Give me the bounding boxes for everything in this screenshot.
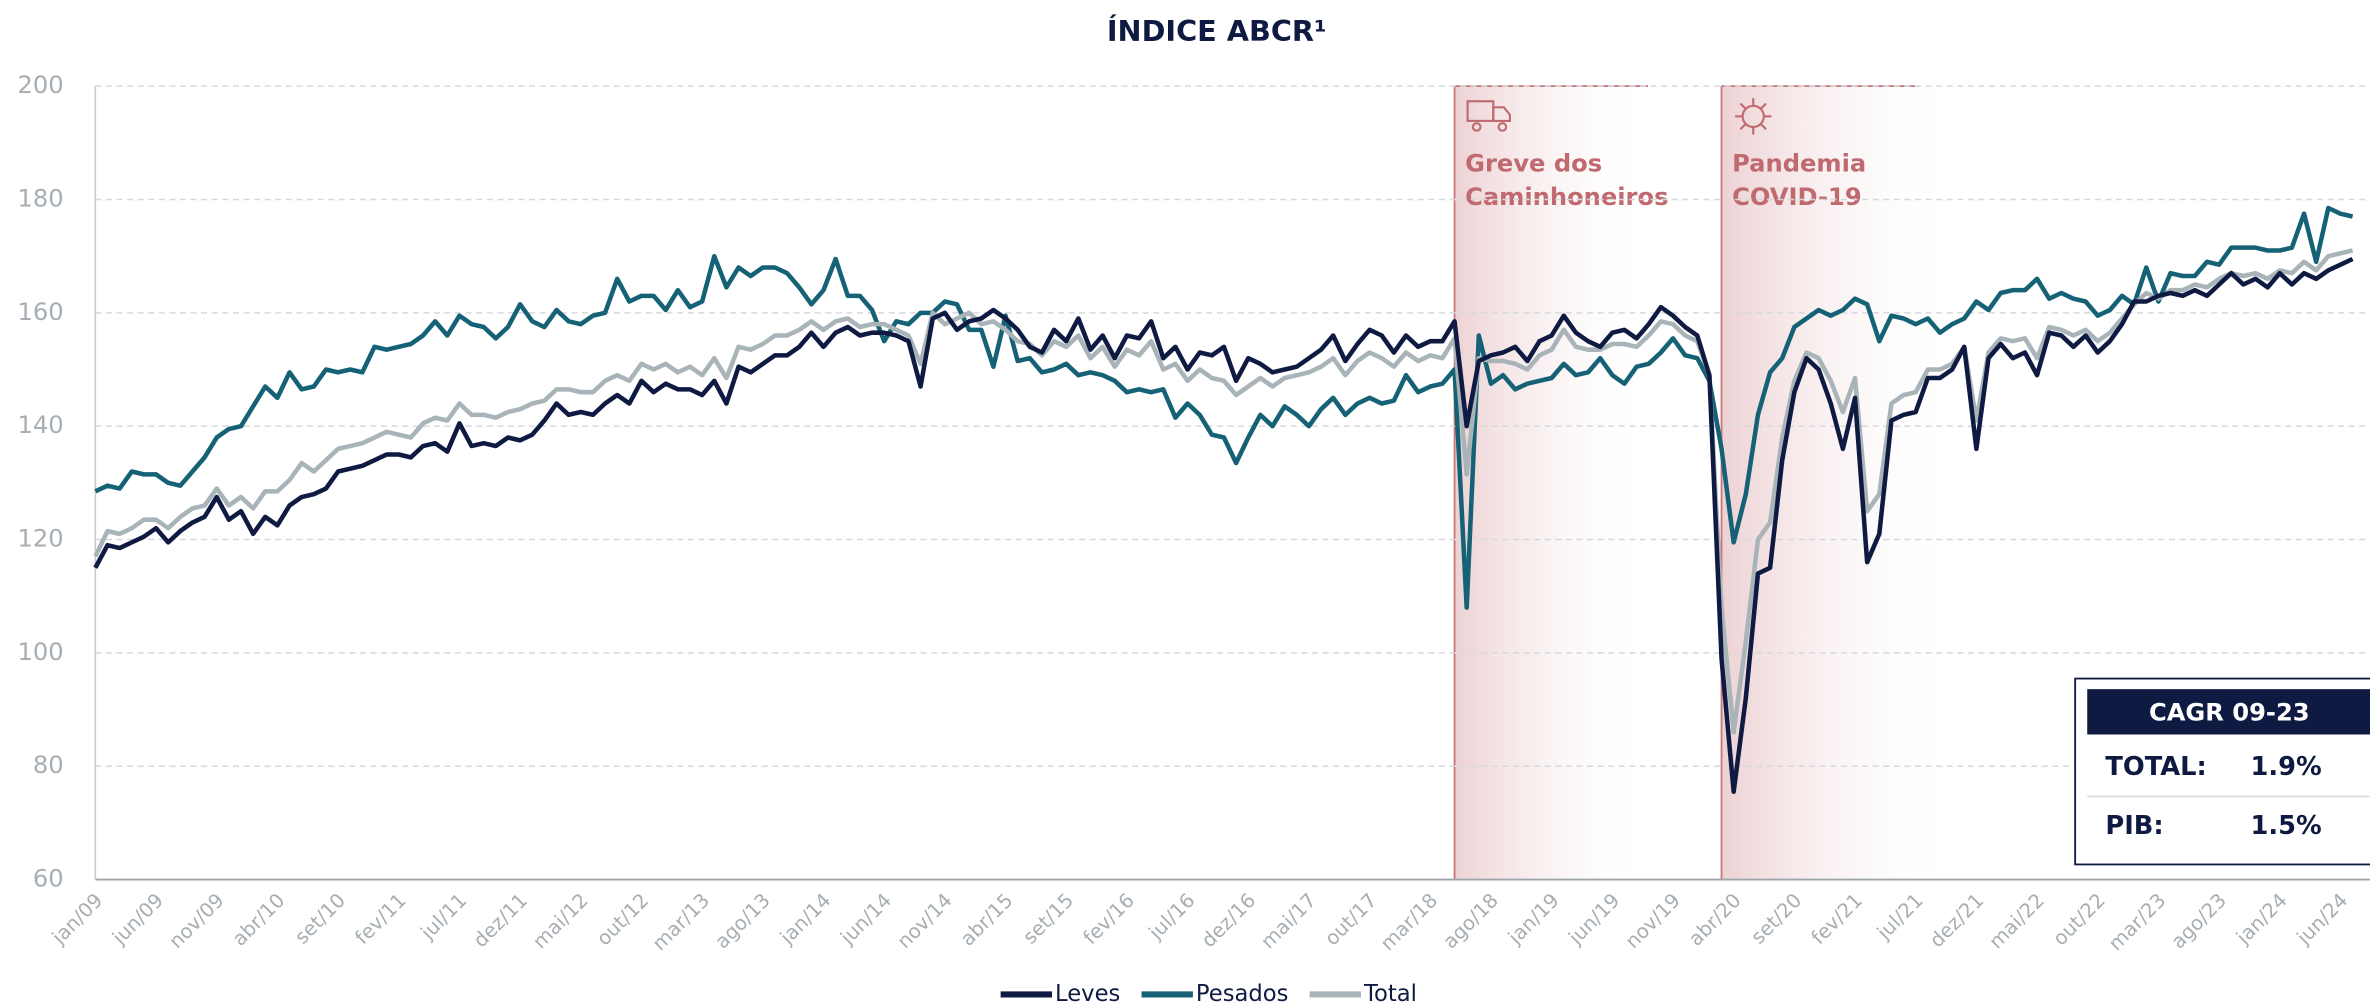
- event-shade: [1454, 86, 1652, 880]
- x-tick-label: jan/09: [47, 889, 107, 949]
- x-tick-label: mai/22: [1985, 889, 2049, 953]
- x-tick-label: ago/18: [1439, 889, 1503, 953]
- x-tick-label: abr/15: [956, 889, 1018, 951]
- annotation: Greve dos: [1465, 150, 1602, 178]
- cagr-box: CAGR 09-23 TOTAL: 1.9% PIB: 1.5%: [2074, 677, 2370, 866]
- chart-title: ÍNDICE ABCR¹: [1107, 14, 1327, 48]
- box-header: [2087, 689, 2370, 735]
- box-value: 1.5%: [2250, 811, 2321, 841]
- x-tick-label: jun/09: [107, 889, 168, 950]
- x-tick-label: jul/11: [416, 889, 472, 945]
- x-tick-label: mar/13: [648, 889, 714, 955]
- x-tick-label: fev/16: [1079, 889, 1139, 949]
- box-label: PIB:: [2105, 811, 2163, 841]
- x-tick-label: set/10: [290, 889, 350, 949]
- x-tick-label: nov/14: [893, 889, 957, 953]
- x-tick-label: mai/12: [528, 889, 592, 953]
- x-tick-label: jun/14: [835, 889, 896, 950]
- virus-icon: [1735, 98, 1772, 135]
- x-tick-label: jan/19: [1503, 889, 1563, 949]
- x-tick-label: fev/11: [350, 889, 410, 949]
- x-tick-label: out/22: [2048, 889, 2109, 950]
- wheel: [1497, 122, 1508, 132]
- box-value: 1.9%: [2250, 752, 2321, 782]
- event-shade: [1721, 86, 1956, 880]
- x-tick-label: dez/21: [1925, 889, 1988, 952]
- x-tick-label: jun/19: [1564, 889, 1625, 950]
- y-tick-label: 60: [33, 865, 64, 893]
- x-tick-label: ago/23: [2167, 889, 2231, 953]
- legend-label: Leves: [1055, 981, 1120, 1005]
- virus-spike: [1739, 102, 1747, 110]
- x-tick-label: ago/13: [710, 889, 774, 953]
- box-title: CAGR 09-23: [2149, 698, 2310, 726]
- x-tick-label: nov/09: [165, 889, 229, 953]
- y-tick-label: 160: [17, 298, 63, 326]
- x-tick-label: fev/21: [1807, 889, 1867, 949]
- truck-cab: [1492, 106, 1511, 122]
- x-tick-label: jan/14: [775, 889, 835, 949]
- x-tick-label: set/15: [1018, 889, 1078, 949]
- y-tick-label: 120: [17, 525, 63, 553]
- x-tick-label: jun/24: [2292, 889, 2353, 950]
- series-line: [94, 205, 2354, 610]
- x-tick-label: abr/20: [1684, 889, 1746, 951]
- annotation: Caminhoneiros: [1465, 183, 1668, 211]
- series-line: [93, 256, 2354, 794]
- y-tick-label: 100: [17, 638, 63, 666]
- x-tick-label: out/17: [1320, 889, 1381, 950]
- x-tick-label: dez/16: [1197, 889, 1260, 952]
- x-tick-label: nov/19: [1621, 889, 1685, 953]
- y-tick-label: 200: [17, 71, 63, 99]
- x-tick-label: mar/23: [2104, 889, 2170, 955]
- x-tick-label: mai/17: [1256, 889, 1320, 953]
- virus-spike: [1759, 102, 1767, 110]
- x-tick-label: jul/16: [1144, 889, 1200, 945]
- series-line: [93, 248, 2354, 735]
- legend-label: Pesados: [1196, 981, 1289, 1005]
- x-tick-label: abr/10: [228, 889, 290, 951]
- x-tick-label: jul/21: [1872, 889, 1928, 945]
- annotation: COVID-19: [1732, 183, 1862, 211]
- y-tick-label: 140: [17, 411, 63, 439]
- y-tick-label: 80: [33, 751, 64, 779]
- x-tick-label: mar/18: [1376, 889, 1442, 955]
- truck-icon: [1466, 100, 1511, 132]
- x-tick-label: set/20: [1747, 889, 1807, 949]
- legend-label: Total: [1363, 981, 1417, 1005]
- virus-spike: [1739, 123, 1747, 130]
- wheel: [1471, 122, 1482, 132]
- y-tick-label: 180: [17, 184, 63, 212]
- x-tick-label: jan/24: [2231, 889, 2291, 949]
- x-tick-label: dez/11: [469, 889, 532, 952]
- annotation: Pandemia: [1732, 150, 1866, 178]
- x-tick-label: out/12: [592, 889, 653, 950]
- box-label: TOTAL:: [2105, 752, 2206, 782]
- virus-spike: [1759, 123, 1767, 130]
